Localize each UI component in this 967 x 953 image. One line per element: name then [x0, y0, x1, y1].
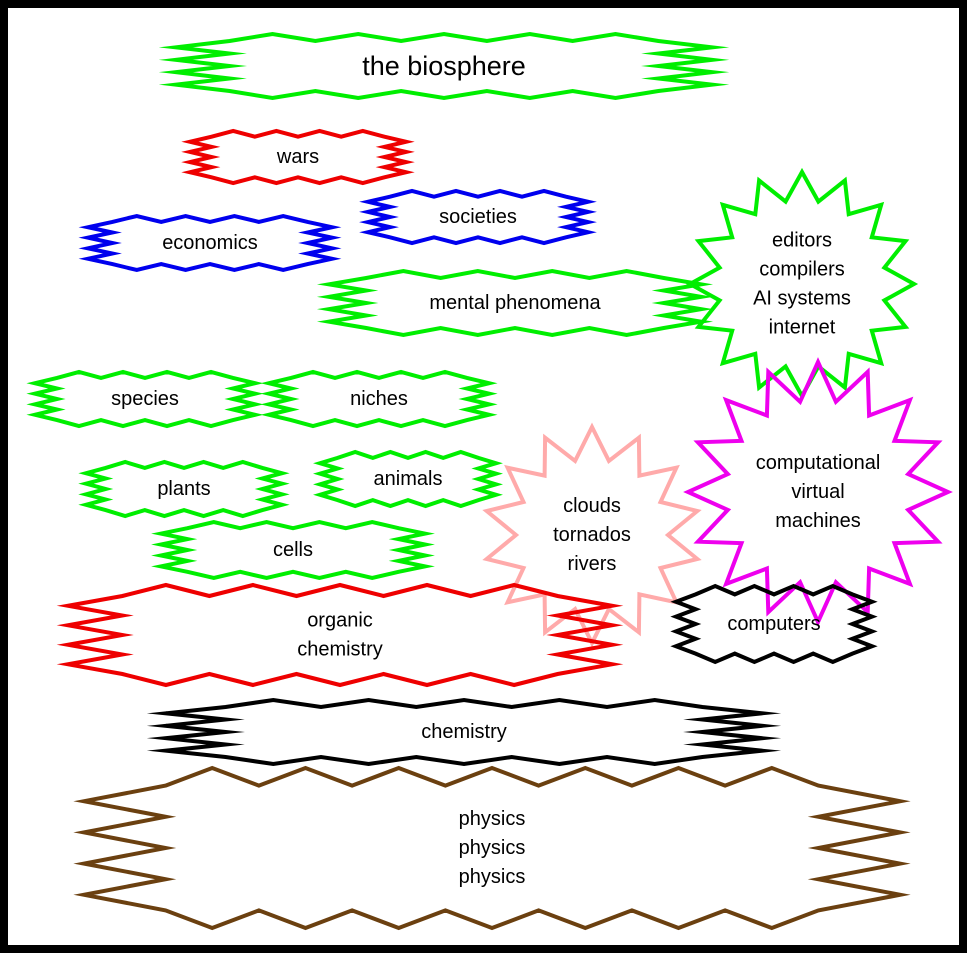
node-label-weather: rivers: [568, 553, 617, 575]
node-label-vms: machines: [775, 510, 861, 532]
node-label-software: internet: [769, 317, 836, 339]
node-label-organic: chemistry: [297, 639, 383, 661]
burst-shape-plants: [78, 459, 290, 519]
burst-shape-species: [26, 369, 264, 429]
burst-shape-wars: [181, 128, 415, 186]
node-societies: societies: [359, 188, 597, 246]
node-label-software: editors: [772, 230, 832, 252]
burst-shape-physics: [73, 765, 911, 931]
node-label-weather: clouds: [563, 495, 621, 517]
node-software: editors compilers AI systems internet: [685, 167, 919, 401]
node-plants: plants: [78, 459, 290, 519]
node-label-societies: societies: [439, 206, 517, 228]
node-label-biosphere: the biosphere: [362, 51, 526, 81]
node-label-plants: plants: [157, 478, 210, 500]
node-label-niches: niches: [350, 388, 408, 410]
node-economics: economics: [78, 213, 342, 273]
node-label-physics: physics: [459, 866, 526, 888]
burst-shape-organic: [56, 582, 624, 688]
burst-shape-computers: [670, 583, 878, 665]
node-label-computers: computers: [727, 613, 820, 635]
node-label-mental: mental phenomena: [429, 292, 601, 314]
node-label-software: AI systems: [753, 288, 851, 310]
burst-shape-vms: [683, 357, 953, 627]
node-label-physics: physics: [459, 808, 526, 830]
node-label-weather: tornados: [553, 524, 631, 546]
node-label-cells: cells: [273, 539, 313, 561]
node-weather: clouds tornados rivers: [482, 422, 702, 648]
node-label-chemistry: chemistry: [421, 721, 507, 743]
burst-shape-societies: [359, 188, 597, 246]
node-chemistry: chemistry: [146, 697, 782, 767]
burst-shape-mental: [316, 268, 714, 338]
node-label-economics: economics: [162, 232, 258, 254]
burst-shape-economics: [78, 213, 342, 273]
node-label-vms: computational: [756, 452, 881, 474]
node-species: species: [26, 369, 264, 429]
node-label-animals: animals: [374, 468, 443, 490]
burst-shape-biosphere: [158, 31, 730, 101]
node-label-organic: organic: [307, 610, 373, 632]
node-vms: computational virtual machines: [683, 357, 953, 627]
node-niches: niches: [260, 369, 498, 429]
node-organic: organic chemistry: [56, 582, 624, 688]
node-label-wars: wars: [276, 146, 319, 168]
node-animals: animals: [313, 449, 503, 509]
node-mental: mental phenomena: [316, 268, 714, 338]
node-cells: cells: [151, 519, 435, 581]
node-computers: computers: [670, 583, 878, 665]
node-label-species: species: [111, 388, 179, 410]
node-label-vms: virtual: [791, 481, 844, 503]
node-label-software: compilers: [759, 259, 845, 281]
burst-shape-software: [685, 167, 919, 401]
burst-shape-cells: [151, 519, 435, 581]
node-biosphere: the biosphere: [158, 31, 730, 101]
diagram-canvas: the biosphere wars societies economics menta…: [26, 31, 953, 931]
burst-shape-animals: [313, 449, 503, 509]
node-wars: wars: [181, 128, 415, 186]
node-physics: physics physics physics: [73, 765, 911, 931]
burst-shape-niches: [260, 369, 498, 429]
burst-shape-chemistry: [146, 697, 782, 767]
node-label-physics: physics: [459, 837, 526, 859]
